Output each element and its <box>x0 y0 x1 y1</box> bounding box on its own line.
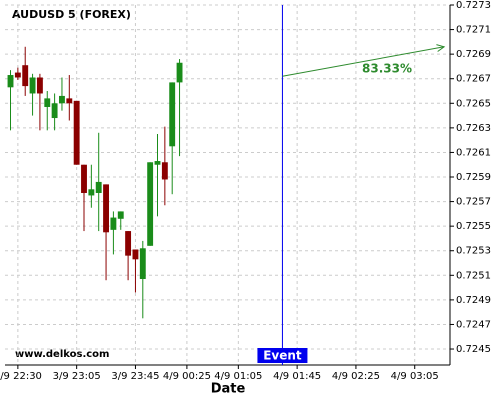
x-tick-label: 4/9 03:05 <box>391 371 439 382</box>
y-tick-label: 0.7273 <box>456 0 491 11</box>
y-tick-label: 0.7271 <box>456 25 491 36</box>
y-tick-label: 0.7249 <box>456 295 491 306</box>
event-label: Event <box>263 349 302 363</box>
candle-body <box>125 231 132 256</box>
candle-body <box>110 217 117 230</box>
candle-body <box>73 100 80 165</box>
candle-body <box>169 82 176 147</box>
x-axis-label: Date <box>211 382 246 397</box>
candle-body <box>147 162 154 246</box>
event-box <box>257 348 308 363</box>
candle-body <box>29 77 36 94</box>
candle-body <box>95 181 102 193</box>
y-tick-label: 0.7255 <box>456 221 491 232</box>
candle-body <box>88 189 95 196</box>
candle-body <box>66 98 73 104</box>
candle-body <box>44 98 51 107</box>
y-tick-label: 0.7263 <box>456 123 491 134</box>
y-tick-label: 0.7245 <box>456 344 491 355</box>
y-tick-label: 0.7251 <box>456 270 491 281</box>
x-tick-label: 4/9 01:05 <box>214 371 262 382</box>
forecast-arrow <box>282 46 445 77</box>
candle-body <box>7 75 14 88</box>
y-tick-label: 0.7267 <box>456 74 491 85</box>
x-tick-label: 4/9 01:45 <box>273 371 321 382</box>
candle-body <box>22 65 29 87</box>
x-tick-label: 4/9 00:25 <box>163 371 211 382</box>
y-tick-label: 0.7253 <box>456 246 491 257</box>
candle-body <box>139 248 146 279</box>
candle-body <box>36 77 43 94</box>
y-tick-label: 0.7259 <box>456 172 491 183</box>
y-tick-label: 0.7257 <box>456 197 491 208</box>
x-tick-label: 3/9 23:45 <box>111 371 159 382</box>
candle-body <box>51 103 58 119</box>
y-tick-label: 0.7265 <box>456 98 491 109</box>
y-tick-label: 0.7261 <box>456 147 491 158</box>
candle-body <box>59 95 65 104</box>
x-tick-label: 4/9 02:25 <box>332 371 380 382</box>
candle-body <box>14 72 21 78</box>
candle-body <box>132 249 139 260</box>
forecast-label: 83.33% <box>362 62 412 76</box>
arrow-head <box>436 44 446 52</box>
candle-body <box>103 184 109 233</box>
y-tick-label: 0.7269 <box>456 49 491 60</box>
candle-body <box>81 164 87 193</box>
y-tick-label: 0.7247 <box>456 319 491 330</box>
candle-body <box>161 162 168 180</box>
x-tick-label: 4/9 22:30 <box>0 371 42 382</box>
candle-body <box>154 161 161 165</box>
candle-body <box>176 62 183 83</box>
candle-body <box>117 211 124 219</box>
watermark: www.delkos.com <box>15 349 109 360</box>
x-tick-label: 3/9 23:05 <box>53 371 101 382</box>
chart-title: AUDUSD 5 (FOREX) <box>12 8 131 21</box>
